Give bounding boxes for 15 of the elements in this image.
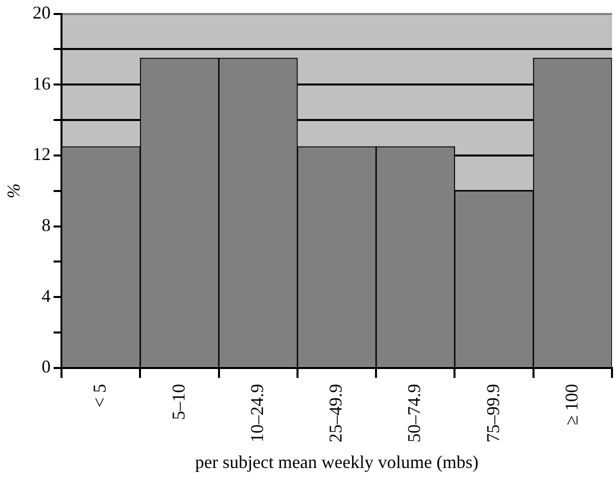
y-tick-label: 0 bbox=[42, 356, 51, 377]
y-tick-label: 4 bbox=[42, 286, 51, 306]
y-tick-label: 20 bbox=[32, 2, 51, 23]
y-axis-title: % bbox=[4, 183, 24, 198]
y-tick-label: 8 bbox=[42, 214, 51, 235]
y-tick-label: 16 bbox=[32, 73, 51, 94]
x-tick-label: < 5 bbox=[90, 384, 110, 408]
y-tick-label: 12 bbox=[32, 144, 51, 164]
x-axis-title: per subject mean weekly volume (mbs) bbox=[195, 452, 479, 472]
x-tick-label: 75–99.9 bbox=[482, 384, 503, 442]
x-tick-label: 10–24.9 bbox=[246, 384, 267, 442]
x-tick-label: ≥ 100 bbox=[561, 384, 582, 426]
x-tick-label: 5–10 bbox=[168, 384, 188, 420]
x-tick-label: 50–74.9 bbox=[404, 384, 424, 442]
x-tick-label: 25–49.9 bbox=[326, 384, 346, 442]
